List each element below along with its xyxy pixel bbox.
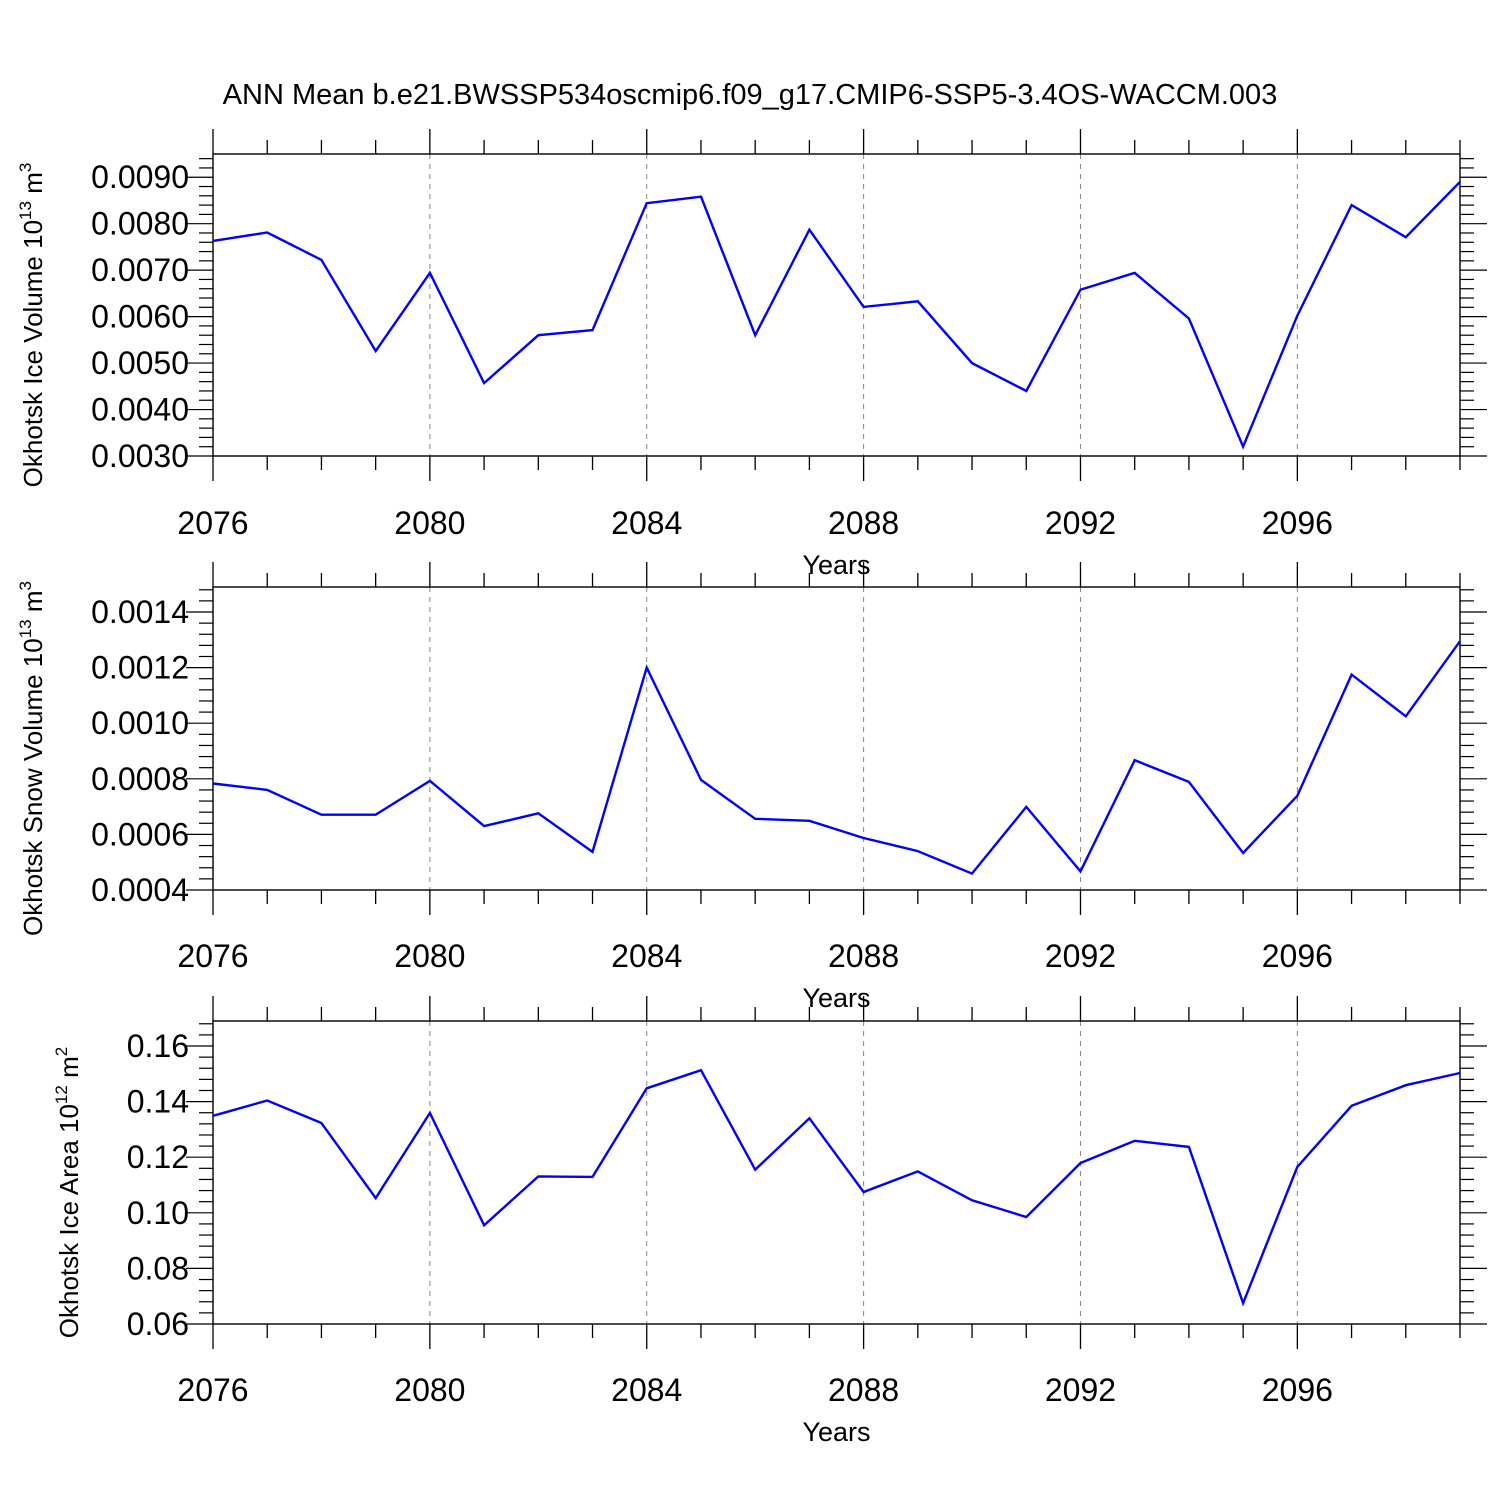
y-axis-title-main: Okhotsk Ice Volume 10 <box>18 220 48 487</box>
y-axis-title: Okhotsk Snow Volume 1013 m3 <box>16 581 48 936</box>
x-tick-label: 2096 <box>1262 505 1333 541</box>
y-axis-title-unit: m <box>18 172 48 201</box>
plot-frame <box>212 153 1461 457</box>
y-axis-title: Okhotsk Ice Volume 1013 m3 <box>16 163 48 488</box>
x-tick-label: 2080 <box>394 1372 465 1408</box>
x-tick-label: 2092 <box>1045 1372 1116 1408</box>
x-tick-label: 2080 <box>394 505 465 541</box>
x-tick-label: 2080 <box>394 938 465 974</box>
y-tick-label: 0.0070 <box>91 252 189 288</box>
y-tick-label: 0.10 <box>127 1195 189 1231</box>
x-tick-label: 2076 <box>177 938 248 974</box>
x-tick-label: 2084 <box>611 938 682 974</box>
y-tick-label: 0.0014 <box>91 594 189 630</box>
y-tick-label: 0.0004 <box>91 872 189 908</box>
x-tick-label: 2096 <box>1262 938 1333 974</box>
y-tick-label: 0.0008 <box>91 761 189 797</box>
y-tick-label: 0.0080 <box>91 206 189 242</box>
series-line <box>212 181 1461 450</box>
y-axis-title: Okhotsk Ice Area 1012 m2 <box>52 1047 84 1338</box>
y-tick-label: 0.12 <box>127 1139 189 1175</box>
x-tick-label: 2092 <box>1045 505 1116 541</box>
x-tick-label: 2076 <box>177 505 248 541</box>
y-tick-label: 0.0012 <box>91 650 189 686</box>
y-axis-title-main: Okhotsk Snow Volume 10 <box>18 638 48 936</box>
y-tick-label: 0.0010 <box>91 705 189 741</box>
chart-title: ANN Mean b.e21.BWSSP534oscmip6.f09_g17.C… <box>223 79 1278 111</box>
panel-1: 2076 2080 2084 2088 2092 2096 Years 0.0030 0.004… <box>16 129 1487 580</box>
plot-frame <box>212 586 1461 891</box>
y-axis-title-unit-exponent: 3 <box>16 163 35 172</box>
series-line <box>212 1068 1461 1307</box>
y-tick-label: 0.0040 <box>91 392 189 428</box>
y-axis-title-unit: m <box>18 590 48 619</box>
y-tick-label: 0.16 <box>127 1028 189 1064</box>
x-tick-label: 2076 <box>177 1372 248 1408</box>
x-axis-title: Years <box>802 550 870 580</box>
x-tick-label: 2088 <box>828 938 899 974</box>
y-axis-title-exponent: 13 <box>16 619 35 638</box>
x-axis-title: Years <box>802 1417 870 1447</box>
x-tick-label: 2088 <box>828 505 899 541</box>
series-line <box>212 640 1461 876</box>
y-tick-label: 0.0090 <box>91 159 189 195</box>
plot-frame <box>212 1020 1461 1325</box>
y-axis-title-main: Okhotsk Ice Area 10 <box>54 1104 84 1338</box>
y-tick-label: 0.06 <box>127 1306 189 1342</box>
x-tick-label: 2096 <box>1262 1372 1333 1408</box>
y-axis-title-unit: m <box>54 1056 84 1085</box>
y-tick-label: 0.08 <box>127 1250 189 1286</box>
panel-2: 2076 2080 2084 2088 2092 2096 Years 0.0004 0.000… <box>16 562 1487 1013</box>
y-axis-title-exponent: 12 <box>52 1085 71 1104</box>
y-tick-label: 0.0006 <box>91 816 189 852</box>
x-tick-label: 2092 <box>1045 938 1116 974</box>
y-tick-label: 0.14 <box>127 1084 189 1120</box>
x-axis-title: Years <box>802 983 870 1013</box>
chart-panels: 2076 2080 2084 2088 2092 2096 Years 0.0030 0.004… <box>16 129 1487 1447</box>
y-tick-label: 0.0050 <box>91 345 189 381</box>
y-tick-label: 0.0060 <box>91 299 189 335</box>
x-tick-label: 2084 <box>611 505 682 541</box>
y-tick-label: 0.0030 <box>91 438 189 474</box>
x-tick-label: 2084 <box>611 1372 682 1408</box>
y-axis-title-exponent: 13 <box>16 201 35 220</box>
x-tick-label: 2088 <box>828 1372 899 1408</box>
panel-3: 2076 2080 2084 2088 2092 2096 Years 0.06 0.08 0.1… <box>52 996 1487 1447</box>
y-axis-title-unit-exponent: 2 <box>52 1047 71 1056</box>
y-axis-title-unit-exponent: 3 <box>16 581 35 590</box>
